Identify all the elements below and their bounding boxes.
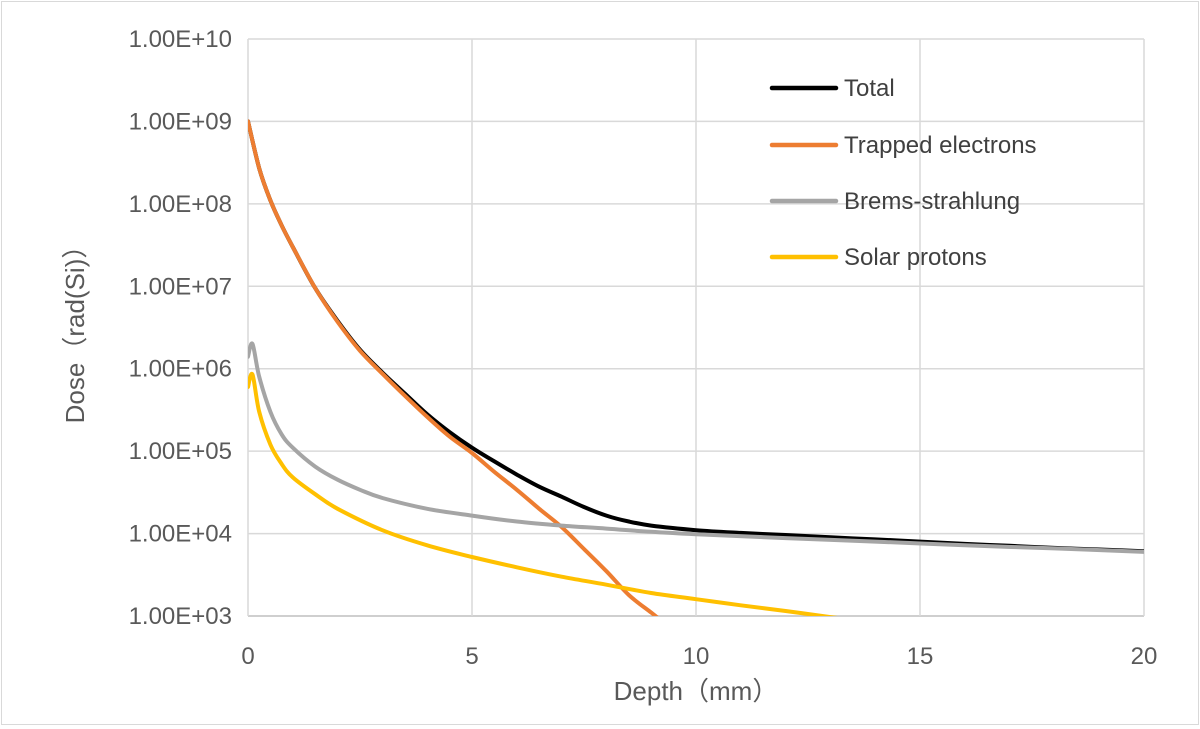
y-tick-label: 1.00E+06 xyxy=(129,356,232,383)
x-tick-label: 0 xyxy=(241,643,254,670)
y-axis-title: Dose（rad(Si)） xyxy=(60,233,90,424)
y-tick-label: 1.00E+08 xyxy=(129,191,232,218)
y-tick-label: 1.00E+03 xyxy=(129,603,232,630)
x-tick-label: 15 xyxy=(907,643,934,670)
y-tick-label: 1.00E+10 xyxy=(129,26,232,53)
legend-label-trapped-electrons: Trapped electrons xyxy=(844,132,1037,159)
legend-label-solar-protons: Solar protons xyxy=(844,244,987,271)
y-axis-ticks: 1.00E+03 1.00E+04 1.00E+05 1.00E+06 1.00E+07… xyxy=(129,26,232,630)
x-axis-ticks: 0 5 10 15 20 xyxy=(241,643,1157,670)
gridlines xyxy=(247,38,1145,617)
x-tick-label: 20 xyxy=(1131,643,1158,670)
legend: Total Trapped electrons Brems-strahlung Sol… xyxy=(769,75,1037,271)
y-tick-label: 1.00E+05 xyxy=(129,438,232,465)
legend-label-brems-strahlung: Brems-strahlung xyxy=(844,188,1020,215)
series-line-brems-strahlung xyxy=(248,341,1144,554)
y-tick-label: 1.00E+04 xyxy=(129,521,232,548)
series-line-solar-protons xyxy=(248,371,838,616)
series-line-trapped-electrons xyxy=(248,119,659,616)
legend-label-total: Total xyxy=(844,75,895,102)
y-tick-label: 1.00E+07 xyxy=(129,273,232,300)
y-tick-label: 1.00E+09 xyxy=(129,108,232,135)
x-tick-label: 5 xyxy=(465,643,478,670)
series-layer xyxy=(248,119,1144,616)
x-tick-label: 10 xyxy=(683,643,710,670)
x-axis-title: Depth（mm） xyxy=(614,676,779,706)
